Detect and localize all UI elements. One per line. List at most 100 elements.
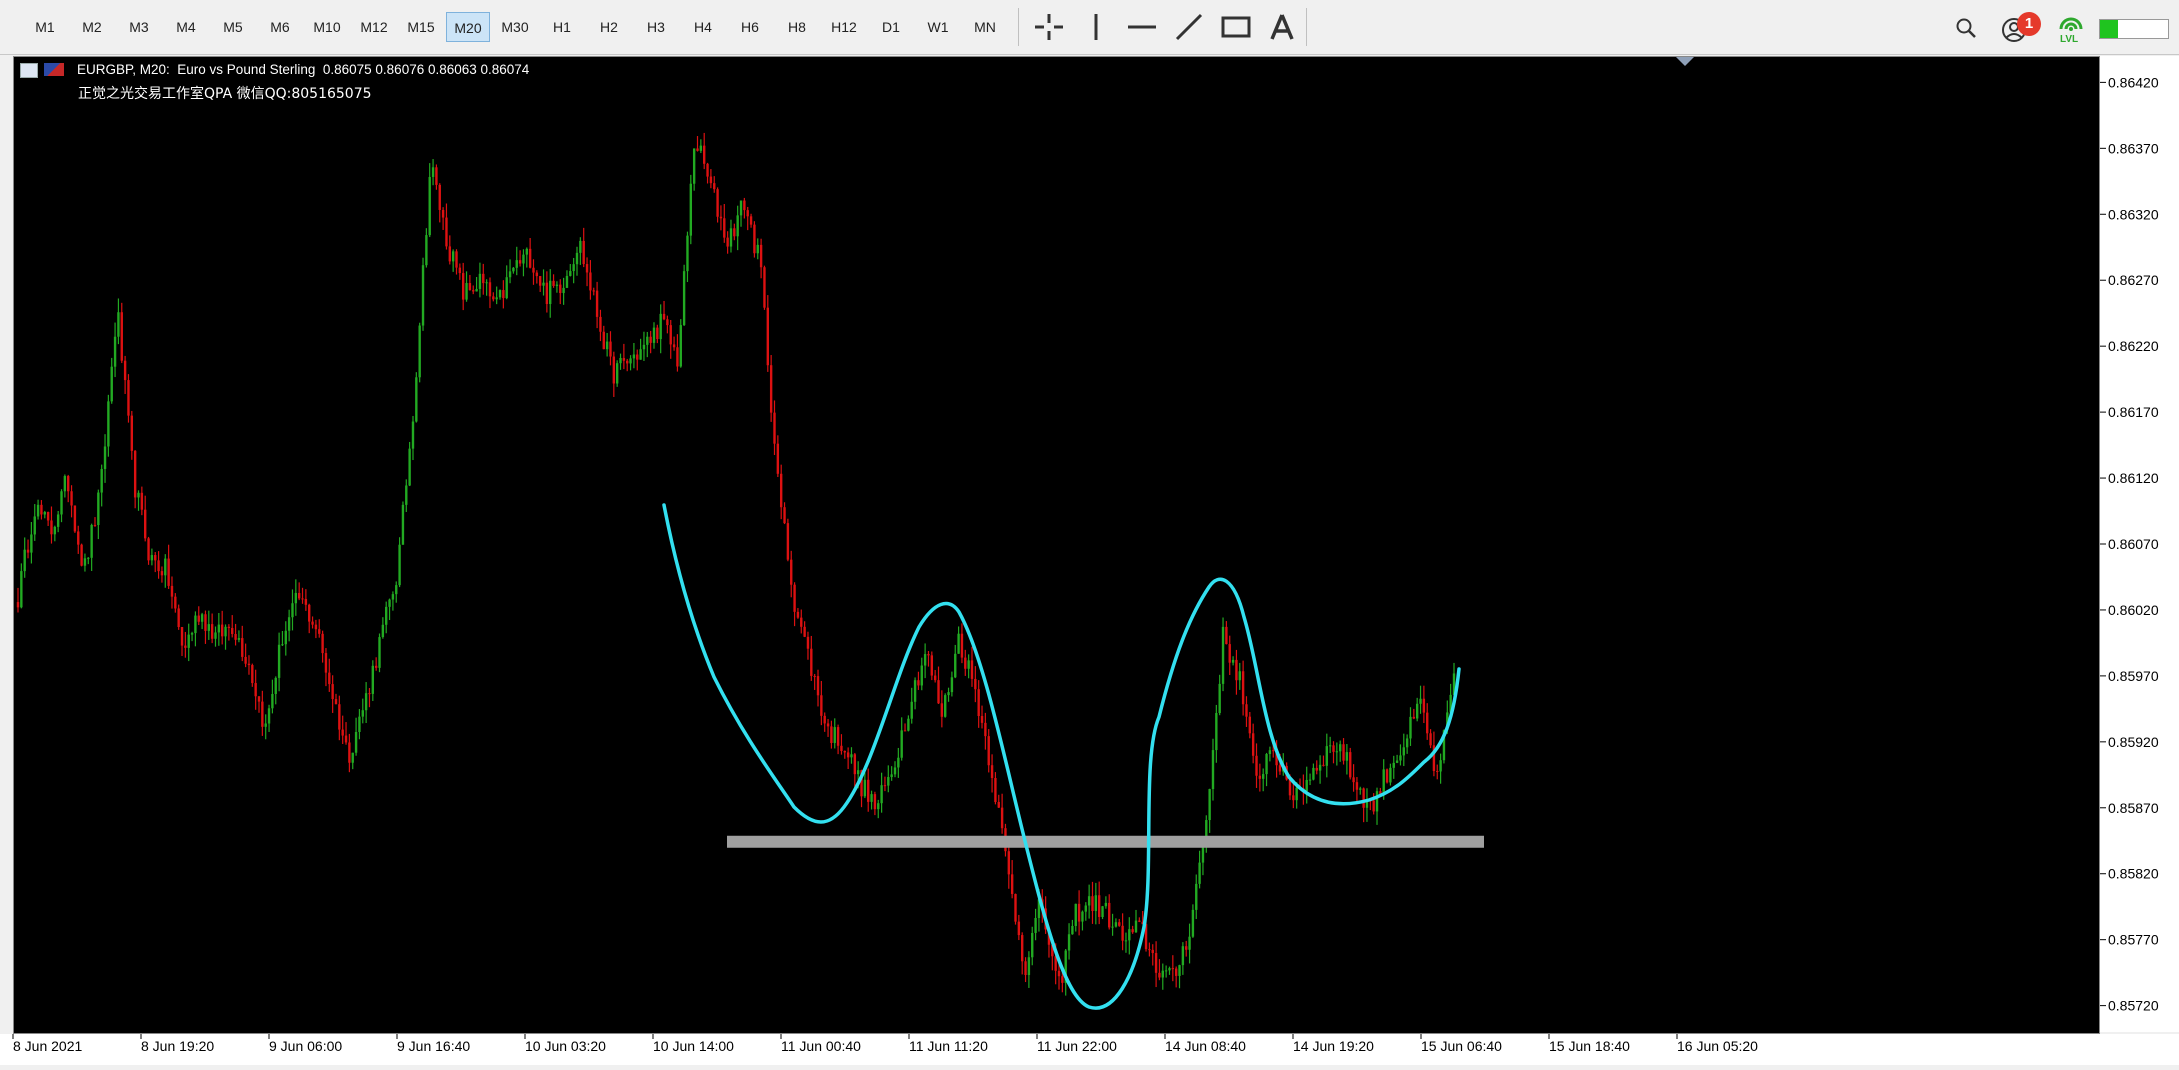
timeframe-m20-button[interactable]: M20 [446,12,490,42]
candle [435,164,438,190]
timeframe-m10-button[interactable]: M10 [313,19,341,35]
candle [1315,760,1318,775]
candle [334,693,338,705]
candle [157,551,160,579]
candle [1415,697,1419,722]
notification-badge[interactable]: 1 [2017,12,2041,36]
timeframe-mn-button[interactable]: MN [974,19,996,35]
candle [1225,621,1228,645]
candle [1342,738,1345,765]
candle [960,623,964,664]
swing-curve[interactable] [662,503,1461,1010]
chart-toolbar: M1 M2 M3 M4 M5 M6 M10 M12 M15 M20 M30 H1 H2 H3 H4 H6 H8 H… [0,0,2179,55]
candle [776,435,780,477]
time-label: 8 Jun 2021 [13,1038,82,1054]
timeframe-m2-button[interactable]: M2 [82,19,102,35]
timeframe-w1-button[interactable]: W1 [927,19,949,35]
timeframe-h8-button[interactable]: H8 [788,19,806,35]
candle [1402,733,1405,767]
time-axis[interactable]: 8 Jun 2021 8 Jun 19:20 9 Jun 06:00 9 Jun 16… [0,1034,2179,1065]
candle [1419,685,1422,714]
search-icon[interactable] [1954,16,1978,40]
candle [676,334,679,372]
chart-area[interactable]: EURGBP, M20: Euro vs Pound Sterling 0.86… [13,56,2100,1034]
candle [565,270,569,289]
candle [143,495,147,542]
timeframe-h6-button[interactable]: H6 [741,19,759,35]
horizontal-line-icon[interactable] [1124,10,1160,44]
candle [1087,884,1091,919]
price-label: 0.86420 [2108,74,2159,90]
timeframe-d1-button[interactable]: D1 [882,19,900,35]
toolbar-separator [1306,8,1307,46]
price-axis[interactable]: 0.86420 0.86370 0.86320 0.86270 0.86220 0.861… [2100,56,2179,1032]
candle [980,705,984,729]
support-zone[interactable] [727,835,1484,848]
candle [562,277,565,305]
candle [184,631,187,658]
candle [1031,926,1034,966]
candle [23,537,26,578]
timeframe-m30-button[interactable]: M30 [501,19,529,35]
candle [210,613,214,644]
candle [679,319,682,368]
candle [716,187,719,223]
candle [154,552,157,573]
candle [672,336,676,351]
timeframe-h3-button[interactable]: H3 [647,19,665,35]
timeframe-h1-button[interactable]: H1 [553,19,571,35]
timeframe-m15-button[interactable]: M15 [407,19,435,35]
rectangle-icon[interactable] [1218,10,1254,44]
candle [214,626,217,647]
chart-canvas[interactable] [14,57,2099,1033]
time-label: 15 Jun 06:40 [1421,1038,1502,1054]
candle [478,262,482,298]
candle [790,550,793,598]
candle [1010,860,1014,899]
timeframe-h2-button[interactable]: H2 [600,19,618,35]
candle [70,485,73,518]
price-label: 0.85970 [2108,668,2159,684]
candle [164,554,167,588]
timeframe-m12-button[interactable]: M12 [360,19,388,35]
candle [371,660,375,701]
timeframe-m3-button[interactable]: M3 [129,19,149,35]
timeframe-m5-button[interactable]: M5 [223,19,243,35]
candle [786,518,790,562]
candle [1131,925,1134,934]
candle [254,669,257,710]
candle [907,715,910,732]
candle [1262,768,1265,792]
timeframe-m4-button[interactable]: M4 [176,19,196,35]
candle [649,330,652,354]
chart-shift-marker-icon[interactable] [1676,57,1694,67]
crosshair-icon[interactable] [1031,10,1067,44]
candle [830,720,833,749]
timeframe-m6-button[interactable]: M6 [270,19,290,35]
candle [80,543,83,567]
timeframe-h12-button[interactable]: H12 [831,19,857,35]
connection-meter-fill [2100,20,2118,38]
candle [739,200,743,227]
candle [204,610,207,644]
timeframe-m1-button[interactable]: M1 [35,19,55,35]
trendline-icon[interactable] [1171,10,1207,44]
candle [826,719,830,737]
candle [1057,962,1061,990]
timeframe-h4-button[interactable]: H4 [694,19,712,35]
candle [485,279,488,296]
candle [713,176,716,193]
candle [910,687,913,724]
candle [796,608,800,619]
candle [779,464,783,520]
candle [893,761,897,778]
candle [26,539,30,559]
candle [63,474,67,498]
candle [944,693,947,718]
signal-level-icon[interactable] [2056,14,2086,44]
candle [528,238,532,269]
text-icon[interactable] [1264,10,1300,44]
candle [498,289,502,300]
candle [1292,781,1295,809]
vertical-line-icon[interactable] [1078,10,1114,44]
